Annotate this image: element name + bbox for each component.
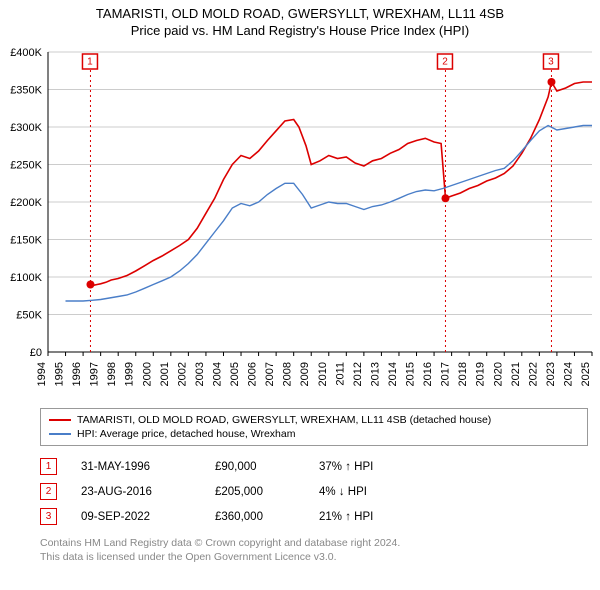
legend-label: TAMARISTI, OLD MOLD ROAD, GWERSYLLT, WRE… <box>77 414 491 426</box>
x-tick-label: 2019 <box>475 362 487 386</box>
transaction-price: £360,000 <box>215 511 295 523</box>
x-tick-label: 2017 <box>440 362 452 386</box>
legend-swatch <box>49 433 71 435</box>
y-tick-label: £350K <box>10 85 42 97</box>
transaction-marker-box: 2 <box>40 483 57 500</box>
transaction-price: £205,000 <box>215 486 295 498</box>
y-tick-label: £300K <box>10 122 42 134</box>
x-tick-label: 2016 <box>422 362 434 386</box>
x-tick-label: 2006 <box>247 362 259 386</box>
y-tick-label: £50K <box>16 310 42 322</box>
x-tick-label: 2010 <box>317 362 329 386</box>
x-tick-label: 2005 <box>229 362 241 386</box>
transaction-delta: 37% ↑ HPI <box>319 461 419 473</box>
plot-area: £0 £50K £100K £150K £200K £250K £300K £350K £400… <box>0 42 600 402</box>
y-tick-label: £400K <box>10 47 42 59</box>
x-tick-label: 2021 <box>510 362 522 386</box>
x-tick-label: 2015 <box>405 362 417 386</box>
transaction-date: 31-MAY-1996 <box>81 461 191 473</box>
transactions-table: 1 31-MAY-1996 £90,000 37% ↑ HPI 2 23-AUG-2016… <box>40 454 588 529</box>
transaction-marker: 2 <box>442 57 448 68</box>
y-tick-label: £0 <box>30 347 42 359</box>
attribution: Contains HM Land Registry data © Crown c… <box>40 537 588 564</box>
title-block: TAMARISTI, OLD MOLD ROAD, GWERSYLLT, WRE… <box>0 0 600 42</box>
transaction-date: 23-AUG-2016 <box>81 486 191 498</box>
x-tick-label: 2014 <box>387 362 399 386</box>
x-tick-label: 1997 <box>89 362 101 386</box>
x-tick-label: 2001 <box>159 362 171 386</box>
transaction-marker-box: 1 <box>40 458 57 475</box>
x-tick-label: 1996 <box>71 362 83 386</box>
legend-label: HPI: Average price, detached house, Wrex… <box>77 428 296 440</box>
x-tick-label: 2003 <box>194 362 206 386</box>
x-tick-label: 2000 <box>141 362 153 386</box>
x-tick-label: 2012 <box>352 362 364 386</box>
transaction-row: 3 09-SEP-2022 £360,000 21% ↑ HPI <box>40 504 588 529</box>
chart-container: TAMARISTI, OLD MOLD ROAD, GWERSYLLT, WRE… <box>0 0 600 564</box>
transaction-row: 1 31-MAY-1996 £90,000 37% ↑ HPI <box>40 454 588 479</box>
x-tick-label: 2002 <box>176 362 188 386</box>
x-tick-label: 1994 <box>36 362 48 386</box>
x-tick-label: 2011 <box>334 362 346 386</box>
transaction-row: 2 23-AUG-2016 £205,000 4% ↓ HPI <box>40 479 588 504</box>
transaction-marker: 3 <box>548 57 554 68</box>
x-tick-label: 1998 <box>106 362 118 386</box>
y-tick-label: £100K <box>10 272 42 284</box>
x-tick-label: 2020 <box>492 362 504 386</box>
transaction-delta: 4% ↓ HPI <box>319 486 419 498</box>
legend-item: TAMARISTI, OLD MOLD ROAD, GWERSYLLT, WRE… <box>49 413 579 427</box>
x-tick-label: 2018 <box>457 362 469 386</box>
transaction-date: 09-SEP-2022 <box>81 511 191 523</box>
legend: TAMARISTI, OLD MOLD ROAD, GWERSYLLT, WRE… <box>40 408 588 446</box>
legend-item: HPI: Average price, detached house, Wrex… <box>49 427 579 441</box>
transaction-delta: 21% ↑ HPI <box>319 511 419 523</box>
x-tick-label: 1999 <box>124 362 136 386</box>
x-tick-label: 2025 <box>580 362 592 386</box>
legend-swatch <box>49 419 71 421</box>
x-tick-label: 2007 <box>264 362 276 386</box>
transaction-marker: 1 <box>87 57 93 68</box>
x-tick-label: 2024 <box>562 362 574 386</box>
x-tick-label: 2023 <box>545 362 557 386</box>
x-tick-label: 2008 <box>282 362 294 386</box>
attribution-line2: This data is licensed under the Open Gov… <box>40 551 588 565</box>
y-tick-label: £200K <box>10 197 42 209</box>
y-tick-label: £150K <box>10 235 42 247</box>
x-tick-label: 2022 <box>527 362 539 386</box>
x-tick-label: 2013 <box>369 362 381 386</box>
x-tick-label: 1995 <box>54 362 66 386</box>
x-tick-label: 2009 <box>299 362 311 386</box>
chart-subtitle: Price paid vs. HM Land Registry's House … <box>0 23 600 38</box>
transaction-price: £90,000 <box>215 461 295 473</box>
attribution-line1: Contains HM Land Registry data © Crown c… <box>40 537 588 551</box>
transaction-marker-box: 3 <box>40 508 57 525</box>
chart-title: TAMARISTI, OLD MOLD ROAD, GWERSYLLT, WRE… <box>0 6 600 21</box>
x-tick-label: 2004 <box>211 362 223 386</box>
chart-svg: £0 £50K £100K £150K £200K £250K £300K £350K £400… <box>0 42 600 402</box>
y-tick-label: £250K <box>10 160 42 172</box>
